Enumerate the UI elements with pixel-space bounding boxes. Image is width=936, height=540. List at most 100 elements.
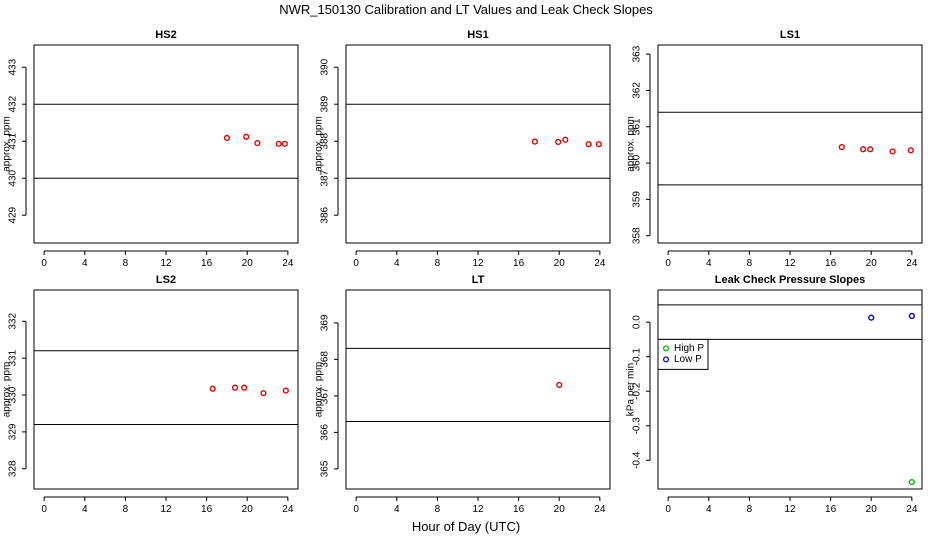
data-point	[585, 141, 592, 148]
x-tick-label: 16	[201, 504, 213, 515]
x-tick-label: 12	[160, 258, 172, 269]
data-point	[281, 140, 288, 147]
x-tick-label: 20	[866, 504, 878, 515]
x-tick-label: 24	[906, 504, 918, 515]
plot-frame	[345, 289, 611, 490]
y-tick-label: 0.0	[632, 315, 643, 329]
y-tick-label: 360	[632, 154, 643, 171]
x-tick-label: 12	[160, 504, 172, 515]
x-tick-label: 12	[784, 258, 796, 269]
panel-title: LT	[472, 274, 485, 286]
y-tick-label: 363	[632, 45, 643, 62]
y-tick-label: 430	[8, 169, 19, 186]
legend-marker	[662, 356, 670, 363]
x-tick-label: 20	[866, 258, 878, 269]
y-tick-label: 390	[320, 58, 331, 75]
legend-marker	[662, 345, 670, 352]
panel-title: HS1	[467, 29, 488, 41]
x-tick-label: 16	[513, 504, 525, 515]
data-point	[223, 134, 231, 141]
panel-title: HS2	[155, 29, 176, 41]
data-point	[282, 387, 289, 394]
x-tick-label: 12	[784, 504, 796, 515]
data-point	[838, 143, 845, 151]
y-axis-label: approx. ppm	[314, 362, 325, 418]
data-point	[908, 312, 915, 320]
data-point	[254, 139, 261, 147]
legend-box	[657, 338, 709, 370]
x-tick-label: 16	[825, 258, 837, 269]
y-axis-label: kPa per min	[626, 363, 637, 416]
chart-panel-4: LS2 0 4 8 12 16 20 24 328 329 330 331 332 approx. ppm	[2, 274, 299, 515]
y-tick-label: 367	[320, 387, 331, 404]
data-point	[868, 314, 875, 321]
legend-label: Low P	[674, 354, 702, 365]
data-point	[562, 136, 569, 143]
y-tick-label: 429	[8, 206, 19, 223]
y-tick-label: 386	[320, 206, 331, 223]
x-tick-label: 24	[282, 504, 294, 515]
x-tick-label: 8	[747, 504, 753, 515]
y-axis-label: approx. ppm	[2, 116, 13, 172]
y-axis-label: approx. ppm	[2, 362, 13, 418]
y-tick-label: -0.2	[632, 382, 643, 400]
figure-title: NWR_150130 Calibration and LT Values and…	[279, 2, 653, 17]
y-tick-label: 365	[320, 460, 331, 477]
x-tick-label: 20	[242, 258, 254, 269]
x-tick-label: 20	[554, 258, 566, 269]
chart-panel-3: LS1 0 4 8 12 16 20 24 358 359 360 361 362 363 approx. …	[626, 29, 923, 269]
x-tick-label: 4	[706, 258, 712, 269]
plot-frame	[345, 44, 611, 244]
data-point	[889, 148, 896, 155]
y-tick-label: 369	[320, 314, 331, 331]
data-point	[209, 385, 216, 392]
y-tick-label: 368	[320, 351, 331, 368]
x-tick-label: 4	[394, 258, 400, 269]
x-tick-label: 24	[594, 258, 606, 269]
chart-panel-6: Leak Check Pressure Slopes 0 4 8 12 16 20 24 0.0…	[626, 274, 923, 515]
x-tick-label: 4	[82, 504, 88, 515]
data-point	[860, 146, 867, 153]
y-tick-label: 361	[632, 118, 643, 135]
data-point	[908, 478, 915, 486]
plot-frame	[33, 44, 299, 244]
x-axis-label: Hour of Day (UTC)	[412, 519, 520, 534]
x-tick-label: 24	[282, 258, 294, 269]
x-tick-label: 12	[472, 504, 484, 515]
x-tick-label: 8	[123, 258, 129, 269]
y-tick-label: -0.1	[632, 348, 643, 366]
y-tick-label: 362	[632, 82, 643, 99]
panel-title: LS1	[780, 29, 800, 41]
x-tick-label: 20	[242, 504, 254, 515]
data-point	[260, 390, 267, 397]
y-tick-label: -0.3	[632, 417, 643, 435]
x-tick-label: 8	[747, 258, 753, 269]
y-tick-label: 358	[632, 227, 643, 244]
x-tick-label: 12	[472, 258, 484, 269]
data-point	[555, 138, 562, 146]
panel-title: LS2	[156, 274, 176, 286]
plot-frame	[657, 289, 923, 490]
data-point	[241, 384, 248, 391]
data-point	[275, 140, 282, 147]
chart-panel-2: HS1 0 4 8 12 16 20 24 386 387 388 389 390 approx. ppm	[314, 29, 611, 269]
y-tick-label: -0.4	[632, 451, 643, 469]
plot-frame	[657, 44, 923, 244]
x-tick-label: 4	[82, 258, 88, 269]
y-tick-label: 331	[8, 349, 19, 366]
x-tick-label: 16	[513, 258, 525, 269]
x-tick-label: 0	[353, 504, 359, 515]
x-tick-label: 0	[665, 258, 671, 269]
y-tick-label: 387	[320, 169, 331, 186]
data-point	[867, 146, 874, 153]
x-tick-label: 4	[706, 504, 712, 515]
panel-title: Leak Check Pressure Slopes	[715, 274, 865, 286]
x-tick-label: 16	[201, 258, 213, 269]
x-tick-label: 0	[41, 258, 47, 269]
x-tick-label: 24	[906, 258, 918, 269]
x-tick-label: 16	[825, 504, 837, 515]
x-tick-label: 8	[435, 258, 441, 269]
y-tick-label: 389	[320, 95, 331, 112]
